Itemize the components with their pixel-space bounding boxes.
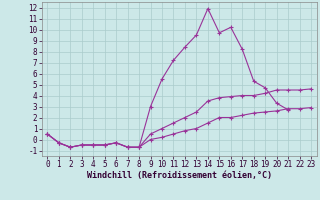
X-axis label: Windchill (Refroidissement éolien,°C): Windchill (Refroidissement éolien,°C) bbox=[87, 171, 272, 180]
